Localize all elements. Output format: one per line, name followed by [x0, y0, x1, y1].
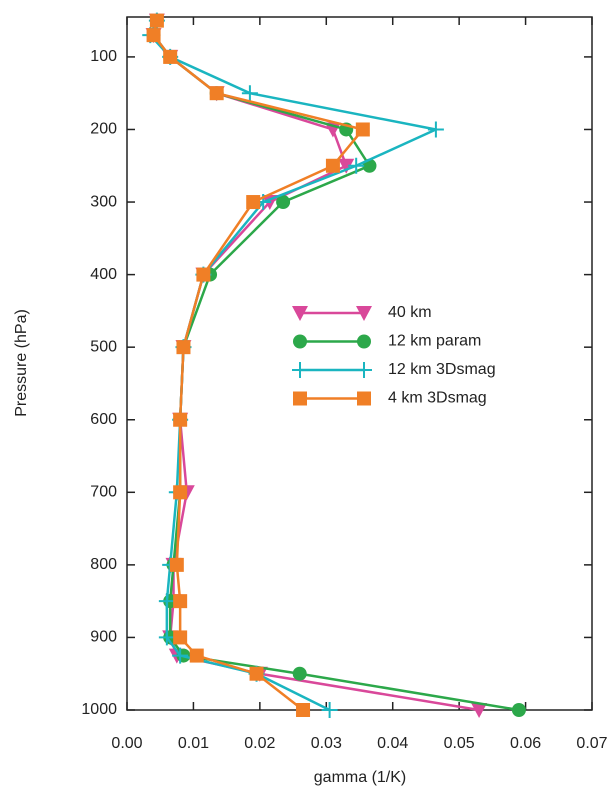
data-point	[158, 593, 175, 610]
legend-marker	[356, 362, 372, 378]
x-tick-label: 0.04	[377, 735, 408, 752]
data-point	[169, 557, 184, 572]
data-point	[146, 28, 161, 43]
x-tick-label: 0.07	[576, 735, 607, 752]
data-point	[173, 485, 188, 500]
data-point	[189, 648, 204, 663]
data-point	[355, 122, 370, 137]
data-point	[173, 412, 188, 427]
data-point	[172, 647, 189, 664]
y-axis-title: Pressure (hPa)	[13, 309, 30, 417]
x-tick-label: 0.01	[178, 735, 209, 752]
data-point	[338, 158, 355, 174]
x-tick-label: 0.05	[444, 735, 475, 752]
y-tick-label: 700	[90, 484, 117, 501]
x-tick-label: 0.00	[111, 735, 142, 752]
y-tick-label: 400	[90, 266, 117, 283]
data-point	[209, 86, 224, 101]
legend-label: 40 km	[388, 304, 432, 321]
data-point	[348, 157, 365, 174]
y-tick-label: 800	[90, 556, 117, 573]
legend-marker	[292, 362, 308, 378]
x-axis-title: gamma (1/K)	[314, 769, 406, 786]
data-point	[149, 13, 164, 28]
data-point	[292, 666, 307, 681]
legend-label: 4 km 3Dsmag	[388, 390, 487, 407]
data-point	[511, 703, 526, 717]
data-point	[163, 49, 178, 64]
legend-label: 12 km 3Dsmag	[388, 361, 496, 378]
legend-marker	[293, 334, 307, 349]
y-tick-label: 300	[90, 193, 117, 210]
data-point	[196, 267, 211, 282]
legend-marker	[356, 306, 372, 321]
y-tick-label: 600	[90, 411, 117, 428]
y-tick-label: 1000	[81, 701, 117, 718]
data-point	[249, 666, 264, 681]
data-point	[471, 703, 488, 718]
data-point	[241, 85, 258, 102]
data-point	[246, 195, 261, 210]
y-tick-label: 100	[90, 48, 117, 65]
x-tick-label: 0.03	[311, 735, 342, 752]
data-point	[276, 195, 291, 210]
data-point	[325, 158, 340, 173]
data-point	[173, 630, 188, 645]
data-point	[173, 594, 188, 609]
plot-frame	[126, 16, 593, 711]
data-point	[321, 702, 338, 718]
legend-label: 12 km param	[388, 333, 481, 350]
y-tick-label: 900	[90, 629, 117, 646]
data-point	[176, 340, 191, 355]
data-point	[296, 703, 311, 717]
legend-marker	[357, 391, 371, 406]
data-point	[158, 629, 175, 646]
x-tick-label: 0.06	[510, 735, 541, 752]
y-tick-label: 500	[90, 338, 117, 355]
legend-marker	[292, 306, 308, 321]
legend-marker	[357, 334, 371, 349]
x-tick-label: 0.02	[244, 735, 275, 752]
data-point	[427, 121, 444, 138]
y-tick-label: 200	[90, 121, 117, 138]
legend-marker	[293, 391, 307, 406]
